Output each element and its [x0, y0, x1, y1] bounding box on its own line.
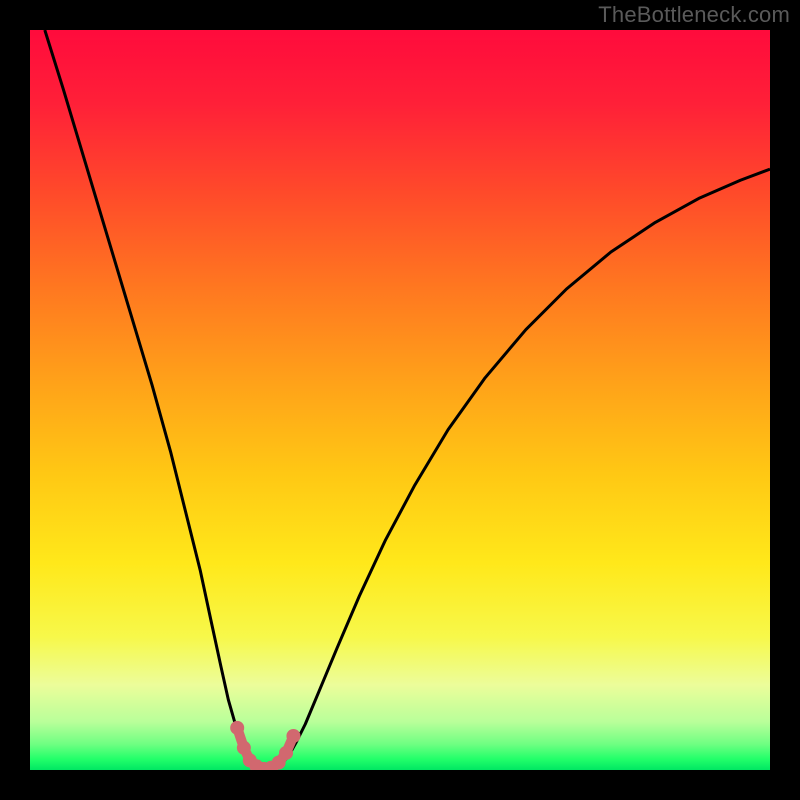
watermark-text: TheBottleneck.com [598, 2, 790, 28]
highlight-dot [286, 729, 300, 743]
highlight-dot [279, 746, 293, 760]
plot-area [30, 30, 770, 770]
highlight-dot [237, 741, 251, 755]
gradient-background [30, 30, 770, 770]
plot-svg [30, 30, 770, 770]
highlight-dot [230, 721, 244, 735]
chart-root: TheBottleneck.com [0, 0, 800, 800]
